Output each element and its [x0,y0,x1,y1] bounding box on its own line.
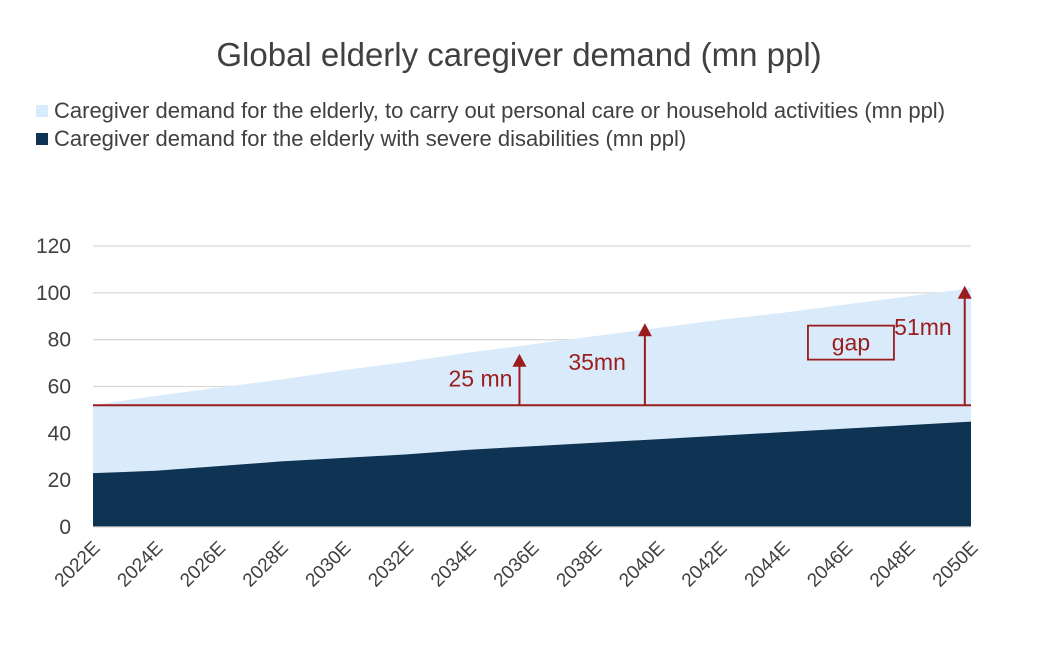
legend-swatch-personal-care [36,105,48,117]
x-tick-label: 2048E [866,538,920,592]
x-tick-label: 2024E [114,538,168,592]
legend-label-severe-disabilities: Caregiver demand for the elderly with se… [54,126,687,151]
x-tick-label: 2032E [364,538,418,592]
x-tick-label: 2034E [427,538,481,592]
y-tick-label: 80 [48,329,71,352]
gap-box [807,324,895,361]
x-tick-label: 2022E [51,538,105,592]
x-tick-label: 2046E [803,538,857,592]
annotation-arrow-head [637,323,652,337]
x-tick-label: 2030E [302,538,356,592]
legend: Caregiver demand for the elderly, to car… [36,98,1026,154]
x-tick-label: 2038E [553,538,607,592]
y-tick-label: 120 [36,235,71,258]
x-tick-label: 2044E [741,538,795,592]
x-tick-label: 2026E [176,538,230,592]
y-tick-label: 100 [36,282,71,305]
area-series-severe-disabilities [93,421,971,527]
gap-label: gap [832,330,870,356]
y-tick-label: 60 [48,376,71,399]
x-tick-label: 2042E [678,538,732,592]
annotation-arrow-head [512,353,527,367]
annotation-label: 35mn [568,349,626,375]
chart-title: Global elderly caregiver demand (mn ppl) [216,36,822,73]
legend-swatch-severe-disabilities [36,133,48,145]
y-tick-label: 0 [59,516,71,539]
x-tick-label: 2028E [239,538,293,592]
x-tick-label: 2040E [615,538,669,592]
y-tick-label: 20 [48,469,71,492]
annotation-arrow-head [957,285,972,299]
legend-item-personal-care: Caregiver demand for the elderly, to car… [36,98,1026,123]
x-tick-label: 2050E [929,538,983,592]
y-tick-label: 40 [48,422,71,445]
annotation-label: 51mn [894,314,952,340]
legend-item-severe-disabilities: Caregiver demand for the elderly with se… [36,126,1026,151]
annotation-label: 25 mn [449,366,513,392]
x-tick-label: 2036E [490,538,544,592]
legend-label-personal-care: Caregiver demand for the elderly, to car… [54,98,946,123]
